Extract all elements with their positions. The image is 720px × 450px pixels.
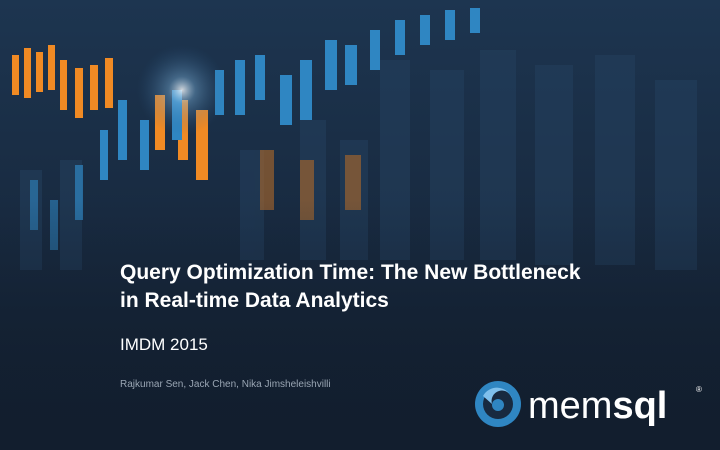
logo-mark [475,381,521,427]
subtitle: IMDM 2015 [120,335,208,354]
title-line: in Real-time Data Analytics [120,289,389,312]
logo-registered: ® [696,385,702,394]
authors: Rajkumar Sen, Jack Chen, Nika Jimsheleis… [120,379,331,390]
title-line: Query Optimization Time: The New Bottlen… [120,261,581,284]
logo-text: memsql [528,385,667,427]
glow [137,45,227,135]
logo-bold: sql [612,385,667,427]
logo-light: mem [528,385,612,427]
bottom-fade [0,200,720,450]
